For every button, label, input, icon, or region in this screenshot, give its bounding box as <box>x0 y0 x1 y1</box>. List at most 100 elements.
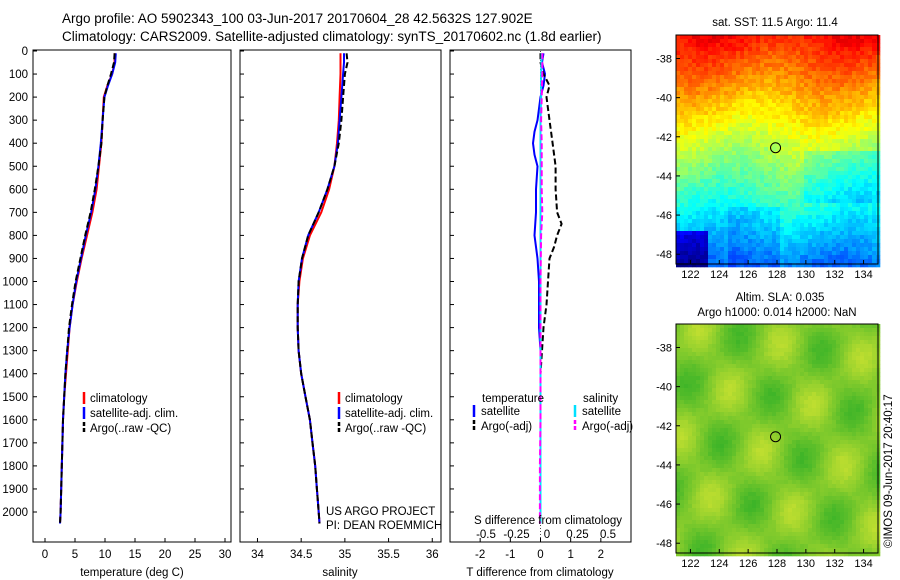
map-cell <box>800 428 805 433</box>
map-cell <box>704 324 709 329</box>
map-cell <box>764 67 769 72</box>
map-cell <box>728 107 733 112</box>
map-cell <box>864 111 869 116</box>
map-cell <box>868 39 873 44</box>
map-cell <box>784 71 789 76</box>
map-cell <box>744 352 749 357</box>
map-cell <box>824 195 829 200</box>
map-cell <box>752 35 757 40</box>
map-cell <box>760 51 765 56</box>
map-cell <box>732 324 737 329</box>
map-cell <box>868 360 873 365</box>
map-cell <box>780 432 785 437</box>
map-cell <box>744 91 749 96</box>
map-cell <box>700 324 705 329</box>
map-cell <box>868 223 873 228</box>
map-cell <box>816 151 821 156</box>
map-cell <box>676 400 681 405</box>
map-cell <box>772 444 777 449</box>
map-cell <box>856 167 861 172</box>
map-cell <box>820 388 825 393</box>
map-cell <box>828 380 833 385</box>
map-cell <box>784 243 789 248</box>
map-cell <box>872 143 877 148</box>
map-cell <box>864 243 869 248</box>
map-cell <box>772 408 777 413</box>
map-cell <box>740 336 745 341</box>
map-cell <box>700 231 705 236</box>
map-cell <box>872 119 877 124</box>
map-cell <box>748 380 753 385</box>
map-cell <box>832 175 837 180</box>
map-cell <box>756 251 761 256</box>
map-cell <box>768 63 773 68</box>
map-cell <box>828 456 833 461</box>
map-cell <box>844 352 849 357</box>
map-cell <box>752 143 757 148</box>
map-cell <box>812 340 817 345</box>
map-cell <box>676 183 681 188</box>
map-cell <box>844 332 849 337</box>
map-cell <box>692 388 697 393</box>
map-cell <box>788 127 793 132</box>
map-cell <box>792 83 797 88</box>
map-cell <box>848 412 853 417</box>
map-cell <box>696 71 701 76</box>
map-cell <box>728 99 733 104</box>
map-cell <box>796 179 801 184</box>
map-cell <box>836 239 841 244</box>
map-cell <box>740 388 745 393</box>
map-cell <box>756 408 761 413</box>
map-cell <box>680 91 685 96</box>
map-cell <box>816 147 821 152</box>
map-cell <box>824 340 829 345</box>
map-cell <box>736 151 741 156</box>
map-cell <box>724 87 729 92</box>
map-cell <box>812 235 817 240</box>
map-cell <box>740 47 745 52</box>
map-cell <box>816 43 821 48</box>
map-cell <box>792 380 797 385</box>
map-cell <box>768 159 773 164</box>
s-diff-tick-label: -0.25 <box>503 529 529 541</box>
map-cell <box>748 47 753 52</box>
map-cell <box>776 412 781 417</box>
map-cell <box>700 392 705 397</box>
map-cell <box>840 143 845 148</box>
map-cell <box>792 43 797 48</box>
map-cell <box>716 380 721 385</box>
map-cell <box>856 219 861 224</box>
map-cell <box>840 376 845 381</box>
map-cell <box>752 432 757 437</box>
map-cell <box>748 207 753 212</box>
depth-tick-label: 1200 <box>2 323 28 335</box>
map-cell <box>768 251 773 256</box>
map-cell <box>856 436 861 441</box>
map-cell <box>704 432 709 437</box>
map-cell <box>684 99 689 104</box>
map-cell <box>680 227 685 232</box>
map-cell <box>804 159 809 164</box>
map-cell <box>800 412 805 417</box>
map-cell <box>760 368 765 373</box>
depth-tick-label: 1600 <box>2 415 28 427</box>
map-cell <box>748 424 753 429</box>
map-cell <box>812 412 817 417</box>
map-cell <box>812 336 817 341</box>
map-cell <box>776 376 781 381</box>
map-cell <box>788 356 793 361</box>
map-cell <box>720 227 725 232</box>
map-cell <box>840 243 845 248</box>
map-cell <box>752 207 757 212</box>
map-cell <box>720 336 725 341</box>
map-cell <box>776 135 781 140</box>
map-cell <box>712 183 717 188</box>
map-cell <box>768 416 773 421</box>
map-cell <box>820 328 825 333</box>
map-cell <box>688 63 693 68</box>
map-cell <box>744 424 749 429</box>
map-cell <box>720 75 725 80</box>
map-cell <box>796 400 801 405</box>
map-cell <box>868 131 873 136</box>
map-cell <box>724 155 729 160</box>
